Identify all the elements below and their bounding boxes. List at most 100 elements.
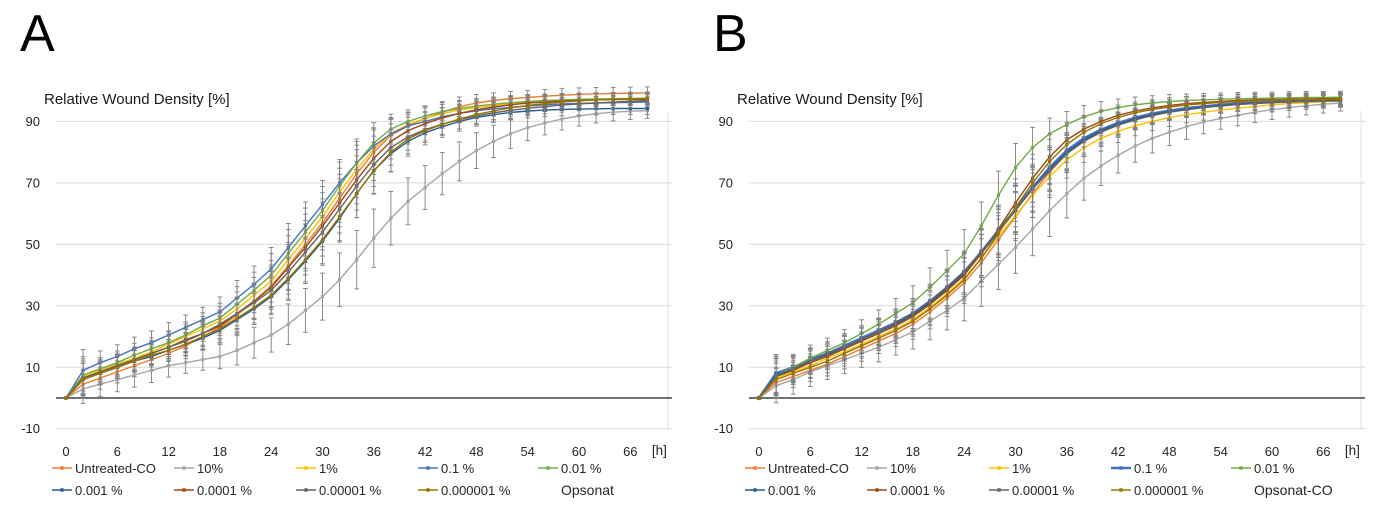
- legend-item: 0.00001 %: [296, 483, 418, 498]
- gridlines: [56, 120, 672, 430]
- legend-label: 0.00001 %: [1012, 482, 1075, 498]
- legend-item: 0.001 %: [745, 483, 867, 498]
- y-tick-label: 10: [719, 360, 733, 375]
- legend-swatch: [1111, 488, 1131, 492]
- legend-swatch: [296, 466, 316, 470]
- legend-label: 1%: [1012, 460, 1031, 476]
- legend-swatch: [418, 466, 438, 470]
- legend-swatch: [989, 488, 1009, 492]
- x-tick-label: 24: [264, 444, 278, 459]
- legend-swatch: [1231, 466, 1251, 470]
- legend-label: 0.00001 %: [319, 482, 382, 498]
- x-tick-label: 36: [1060, 444, 1074, 459]
- legend-a: Untreated-CO 10% 1% 0.1 % 0.01 % 0.001 % 0.000…: [52, 457, 614, 501]
- legend-item: 1%: [989, 461, 1111, 476]
- x-tick-label: 18: [906, 444, 920, 459]
- y-tick-label: 30: [719, 298, 733, 313]
- y-tick-label: 70: [719, 175, 733, 190]
- x-tick-label: 66: [623, 444, 637, 459]
- legend-label: 0.000001 %: [1134, 482, 1204, 498]
- legend-swatch: [867, 466, 887, 470]
- legend-label: Opsonat-CO: [1254, 482, 1333, 498]
- y-tick-label: 70: [26, 175, 40, 190]
- error-bars: [773, 91, 1343, 395]
- y-tick-label: -10: [714, 421, 733, 436]
- y-tick-label: 90: [719, 114, 733, 129]
- x-tick-label: 42: [1111, 444, 1125, 459]
- legend-item-opsonat: Opsonat-CO: [1231, 482, 1333, 498]
- x-tick-label: 12: [854, 444, 868, 459]
- legend-label: Untreated-CO: [768, 460, 849, 476]
- legend-label: 0.01 %: [561, 460, 602, 476]
- x-axis-unit-label: [h]: [1345, 443, 1360, 458]
- legend-swatch: [418, 488, 438, 492]
- legend-item: Untreated-CO: [52, 461, 174, 476]
- x-tick-label: 48: [1162, 444, 1176, 459]
- legend-label: 0.0001 %: [890, 482, 945, 498]
- x-tick-label: 54: [1213, 444, 1227, 459]
- series-0-000001: [757, 92, 1343, 400]
- legend-swatch: [52, 466, 72, 470]
- y-tick-label: 50: [719, 237, 733, 252]
- legend-swatch: [989, 466, 1009, 470]
- legend-item: 0.0001 %: [867, 483, 989, 498]
- legend-item: 10%: [867, 461, 989, 476]
- x-tick-label: 54: [520, 444, 534, 459]
- legend-item: 0.01 %: [538, 461, 614, 476]
- legend-label: 0.001 %: [768, 482, 816, 498]
- panel-a: A 90 70 50 30 10 -10 Relative Wound Density [%…: [0, 0, 692, 519]
- legend-swatch: [745, 488, 765, 492]
- legend-item: 0.0001 %: [174, 483, 296, 498]
- legend-item: 10%: [174, 461, 296, 476]
- series-markers: [64, 97, 649, 400]
- x-tick-label: 42: [418, 444, 432, 459]
- error-bars: [80, 102, 650, 404]
- x-tick-label: 6: [114, 444, 121, 459]
- legend-label: 0.000001 %: [441, 482, 511, 498]
- x-tick-label: 48: [469, 444, 483, 459]
- legend-label: 0.1 %: [1134, 460, 1168, 476]
- legend-label: Opsonat: [561, 482, 614, 498]
- legend-swatch: [745, 466, 765, 470]
- legend-label: 10%: [197, 460, 224, 476]
- error-bars: [80, 95, 650, 392]
- legend-item-opsonat: Opsonat: [538, 482, 614, 498]
- x-tick-label: 30: [315, 444, 329, 459]
- legend-swatch: [1111, 466, 1131, 470]
- legend-b: Untreated-CO 10% 1% 0.1 % 0.01 % 0.001 % 0.000…: [745, 457, 1333, 501]
- legend-item: Untreated-CO: [745, 461, 867, 476]
- legend-item: 0.000001 %: [1111, 483, 1231, 498]
- wound-density-chart-a: 90 70 50 30 10 -10 Relative Wound Density [%] 0…: [21, 86, 672, 459]
- x-tick-label: 60: [572, 444, 586, 459]
- gridlines: [749, 120, 1365, 430]
- panel-b: B 90 70 50 30 10 -10 Relative Wound Density [%…: [693, 0, 1385, 519]
- legend-label: 0.001 %: [75, 482, 123, 498]
- y-axis-title: Relative Wound Density [%]: [737, 91, 923, 108]
- legend-label: 10%: [890, 460, 917, 476]
- legend-item: 0.001 %: [52, 483, 174, 498]
- x-tick-label: 66: [1316, 444, 1330, 459]
- legend-label: 0.1 %: [441, 460, 475, 476]
- legend-item: 0.1 %: [418, 461, 538, 476]
- x-tick-label: 0: [755, 444, 762, 459]
- error-bars: [773, 90, 1343, 395]
- y-tick-label: 50: [26, 237, 40, 252]
- legend-label: Untreated-CO: [75, 460, 156, 476]
- panel-a-label: A: [20, 5, 55, 63]
- x-tick-label: 30: [1008, 444, 1022, 459]
- wound-density-chart-b: 90 70 50 30 10 -10 Relative Wound Density [%] 0…: [714, 90, 1365, 459]
- legend-swatch: [174, 488, 194, 492]
- series-markers: [757, 97, 1342, 400]
- y-tick-label: -10: [21, 421, 40, 436]
- x-tick-label: 18: [213, 444, 227, 459]
- legend-label: 0.0001 %: [197, 482, 252, 498]
- x-tick-label: 60: [1265, 444, 1279, 459]
- legend-swatch: [296, 488, 316, 492]
- x-tick-label: 0: [62, 444, 69, 459]
- legend-swatch: [538, 466, 558, 470]
- x-tick-label: 36: [367, 444, 381, 459]
- x-tick-label: 6: [807, 444, 814, 459]
- error-bars: [773, 94, 1343, 404]
- error-bars: [773, 93, 1343, 399]
